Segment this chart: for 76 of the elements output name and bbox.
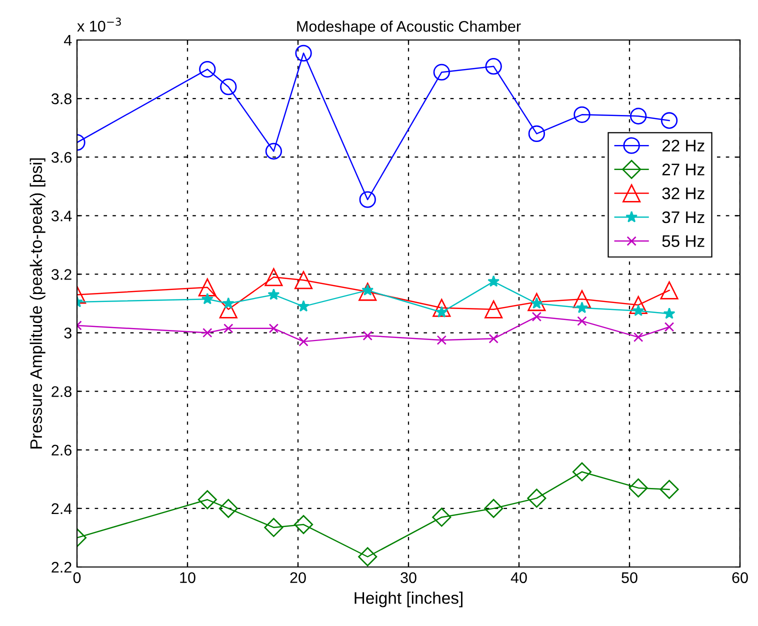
point bbox=[264, 268, 283, 286]
point bbox=[432, 298, 451, 317]
point bbox=[488, 334, 498, 344]
point bbox=[294, 515, 314, 534]
point bbox=[265, 142, 282, 160]
point bbox=[198, 490, 217, 510]
point bbox=[664, 322, 674, 332]
point bbox=[295, 44, 312, 62]
point bbox=[201, 292, 214, 304]
x-tick-label: 50 bbox=[622, 572, 638, 584]
point bbox=[199, 60, 216, 78]
point bbox=[432, 508, 452, 527]
legend-label: 27 Hz bbox=[662, 164, 704, 176]
point bbox=[220, 78, 237, 96]
y-axis-title: Pressure Amplitude (peak-to-peak) [psi] bbox=[30, 158, 46, 448]
point bbox=[630, 108, 647, 124]
y-tick-label: 3.2 bbox=[51, 269, 72, 280]
point bbox=[577, 316, 587, 326]
point bbox=[572, 462, 592, 482]
point bbox=[532, 312, 542, 322]
y-tick-label: 3.6 bbox=[51, 152, 72, 163]
point bbox=[298, 336, 308, 346]
point bbox=[268, 324, 279, 334]
point bbox=[224, 324, 234, 334]
point bbox=[359, 191, 376, 208]
legend-label: 37 Hz bbox=[662, 211, 704, 224]
point bbox=[629, 296, 648, 314]
point bbox=[660, 112, 678, 129]
y-tick-label: 2.8 bbox=[52, 386, 72, 398]
y-tick-label: 2.2 bbox=[52, 562, 72, 573]
x-tick-label: 30 bbox=[400, 572, 416, 584]
point bbox=[633, 332, 644, 342]
point bbox=[484, 498, 504, 518]
chart-title: Modeshape of Acoustic Chamber bbox=[297, 20, 521, 35]
point bbox=[527, 488, 546, 508]
point bbox=[294, 271, 313, 290]
point bbox=[264, 518, 284, 538]
point bbox=[433, 64, 450, 81]
point bbox=[660, 480, 679, 499]
y-tick-label: 3.8 bbox=[51, 93, 72, 104]
point bbox=[628, 478, 648, 498]
x-axis-title: Height [inches] bbox=[354, 592, 462, 608]
y-tick-label: 3.4 bbox=[51, 210, 72, 222]
x-tick-label: 10 bbox=[180, 572, 196, 584]
point bbox=[488, 275, 500, 287]
point bbox=[576, 302, 588, 314]
y-tick-label: 4 bbox=[64, 35, 72, 46]
point bbox=[202, 328, 212, 338]
point bbox=[362, 330, 372, 341]
x-tick-label: 40 bbox=[510, 572, 527, 584]
point bbox=[358, 282, 377, 301]
point bbox=[572, 290, 592, 308]
point bbox=[485, 58, 502, 75]
point bbox=[222, 297, 234, 309]
point bbox=[298, 300, 310, 312]
y-tick-label: 3 bbox=[64, 328, 72, 338]
x-tick-label: 20 bbox=[290, 572, 306, 584]
x-tick-label: 60 bbox=[732, 572, 748, 584]
legend-label: 32 Hz bbox=[662, 188, 704, 200]
point bbox=[198, 278, 216, 296]
point bbox=[528, 293, 546, 312]
point bbox=[528, 125, 546, 142]
text: x 10$^{−3}$ bbox=[77, 18, 121, 32]
point bbox=[484, 300, 503, 318]
y-tick-label: 2.6 bbox=[52, 444, 72, 456]
legend-label: 55 Hz bbox=[662, 235, 704, 248]
x-tick-label: 0 bbox=[73, 572, 81, 584]
point bbox=[663, 307, 676, 319]
point bbox=[574, 106, 590, 123]
y-tick-label: 2.4 bbox=[52, 503, 72, 514]
legend-label: 22 Hz bbox=[662, 140, 704, 152]
point bbox=[436, 335, 447, 345]
point bbox=[268, 288, 280, 300]
point bbox=[660, 281, 678, 300]
point bbox=[218, 498, 238, 518]
point bbox=[358, 547, 378, 566]
